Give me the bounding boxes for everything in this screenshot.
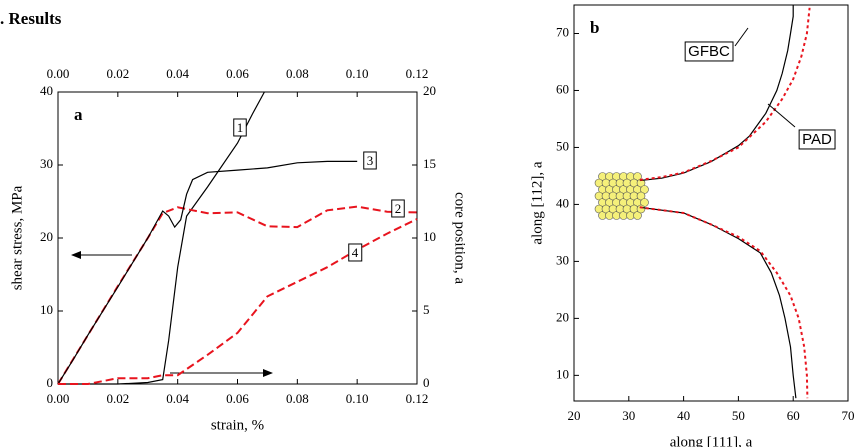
- atom: [636, 191, 646, 201]
- y-axis-label: along [112], a: [529, 161, 545, 245]
- series-label: 3: [367, 153, 374, 168]
- series-label: 1: [237, 120, 244, 135]
- x-top-tick-label: 0.08: [286, 66, 309, 81]
- label-box: [684, 41, 734, 62]
- series-label: 2: [395, 201, 402, 216]
- series-line: [57, 205, 418, 385]
- plot-frame: [573, 4, 849, 402]
- series-line: [58, 91, 265, 385]
- series-line: [639, 7, 811, 399]
- y-tick-label: 30: [556, 252, 569, 267]
- y-tick-label: 50: [556, 138, 569, 153]
- x-top-tick-label: 0.02: [106, 66, 129, 81]
- y2-tick-label: 15: [423, 156, 436, 171]
- y-tick-label: 10: [556, 366, 569, 381]
- y2-tick-label: 5: [423, 302, 430, 317]
- y2-tick-label: 20: [423, 83, 436, 98]
- x-tick-label: 0.08: [286, 391, 309, 406]
- label-box: [233, 118, 247, 137]
- atom: [636, 204, 646, 214]
- x-tick-label: 30: [622, 408, 635, 423]
- x-axis-label: strain, %: [211, 417, 264, 433]
- x-tick-label: 0.04: [166, 391, 189, 406]
- y-tick-label: 20: [556, 309, 569, 324]
- x-tick-label: 50: [732, 408, 745, 423]
- label-box: [348, 243, 363, 262]
- x-tick-label: 0.10: [346, 391, 369, 406]
- series-label: GFBC: [688, 43, 730, 60]
- x-top-tick-label: 0.12: [406, 66, 429, 81]
- y-tick-label: 40: [556, 195, 569, 210]
- y-axis-label: shear stress, MPa: [9, 185, 25, 290]
- x-top-tick-label: 0.04: [166, 66, 189, 81]
- y2-tick-label: 0: [423, 375, 430, 390]
- x-tick-label: 60: [787, 408, 800, 423]
- y-tick-label: 40: [40, 83, 53, 98]
- label-box: [391, 199, 405, 218]
- x-tick-label: 0.12: [406, 391, 429, 406]
- x-tick-label: 0.00: [47, 391, 70, 406]
- x-tick-label: 20: [568, 408, 581, 423]
- y-tick-label: 10: [40, 302, 53, 317]
- atom: [640, 198, 649, 207]
- y2-tick-label: 10: [423, 229, 436, 244]
- x-top-tick-label: 0.00: [47, 66, 70, 81]
- atom: [640, 185, 649, 194]
- x-tick-label: 70: [842, 408, 855, 423]
- leader-line: [767, 103, 796, 128]
- x-tick-label: 0.06: [226, 391, 249, 406]
- series-label: PAD: [802, 131, 832, 148]
- series-line: [57, 160, 358, 385]
- series-line: [639, 5, 797, 399]
- y-tick-label: 0: [47, 375, 54, 390]
- y-tick-label: 70: [556, 24, 569, 39]
- atom: [633, 172, 642, 181]
- label-box: [798, 129, 836, 150]
- panel-label: b: [590, 18, 599, 37]
- y-tick-label: 30: [40, 156, 53, 171]
- x-top-tick-label: 0.10: [346, 66, 369, 81]
- section-heading: . Results: [0, 9, 62, 28]
- x-top-tick-label: 0.06: [226, 66, 249, 81]
- panel-label: a: [74, 105, 83, 124]
- y-tick-label: 60: [556, 81, 569, 96]
- y-tick-label: 20: [40, 229, 53, 244]
- series-label: 4: [352, 245, 359, 260]
- series-line: [58, 218, 418, 385]
- leader-line: [734, 27, 749, 47]
- label-box: [363, 151, 377, 170]
- x-axis-label: along [111], a: [670, 434, 753, 447]
- x-tick-label: 0.02: [106, 391, 129, 406]
- x-tick-label: 40: [677, 408, 690, 423]
- y2-axis-label: core position, a: [452, 192, 468, 284]
- atom: [633, 211, 642, 220]
